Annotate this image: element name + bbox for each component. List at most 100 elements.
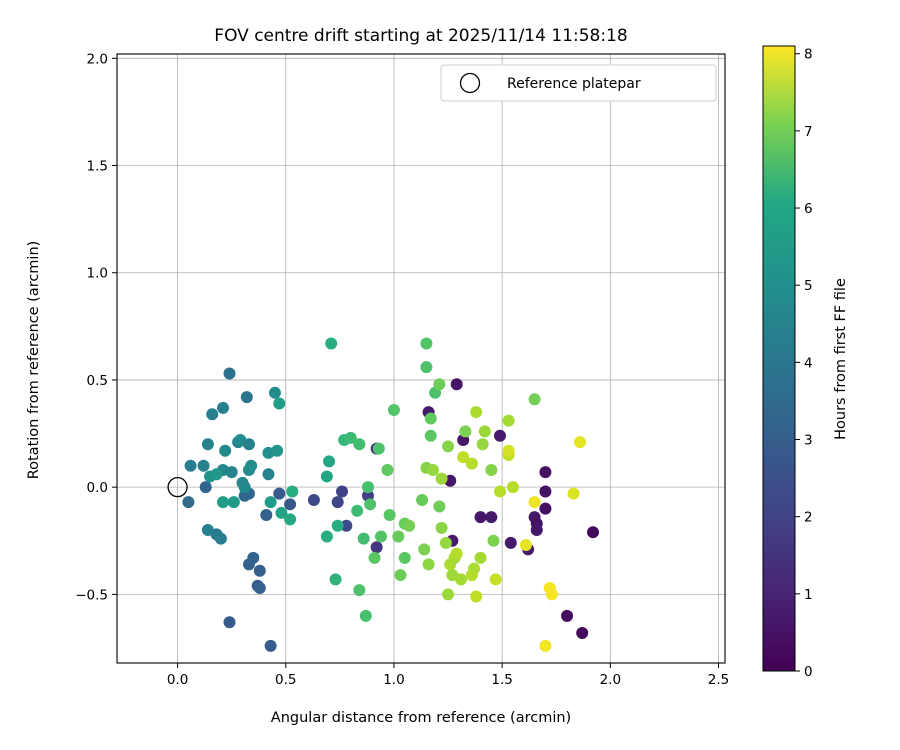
data-point bbox=[561, 609, 574, 622]
legend-box bbox=[440, 64, 717, 102]
data-point bbox=[487, 534, 500, 547]
data-point bbox=[468, 562, 481, 575]
data-point bbox=[271, 444, 284, 457]
data-point bbox=[284, 498, 297, 511]
reference-platepar-marker bbox=[167, 477, 188, 498]
data-point bbox=[223, 616, 236, 629]
data-point bbox=[199, 481, 212, 494]
data-point bbox=[331, 519, 344, 532]
data-point bbox=[264, 496, 277, 509]
data-point bbox=[372, 442, 385, 455]
y-tick-label: 1.0 bbox=[87, 266, 108, 282]
data-point bbox=[587, 526, 600, 539]
y-tick-label: 0.5 bbox=[87, 373, 108, 389]
data-point bbox=[217, 496, 230, 509]
data-point bbox=[286, 485, 299, 498]
data-point bbox=[329, 573, 342, 586]
data-point bbox=[336, 485, 349, 498]
data-point bbox=[422, 558, 435, 571]
colorbar-tick-label: 3 bbox=[804, 433, 813, 449]
data-point bbox=[206, 408, 219, 421]
data-point bbox=[353, 438, 366, 451]
data-point bbox=[331, 496, 344, 509]
colorbar-ticks: 0 1 2 3 4 5 6 7 8 bbox=[795, 47, 813, 680]
x-tick-label: 0.0 bbox=[167, 672, 188, 688]
data-point bbox=[245, 459, 258, 472]
colorbar-label: Hours from first FF file bbox=[833, 278, 849, 440]
data-point bbox=[210, 468, 223, 481]
data-point bbox=[476, 438, 489, 451]
data-point bbox=[217, 401, 230, 414]
y-axis-ticks: −0.5 0.0 0.5 1.0 1.5 2.0 bbox=[75, 51, 117, 603]
data-point bbox=[450, 378, 463, 391]
data-point bbox=[225, 466, 238, 479]
data-point bbox=[353, 584, 366, 597]
data-point bbox=[442, 440, 455, 453]
data-point bbox=[238, 489, 251, 502]
data-point bbox=[253, 581, 266, 594]
data-point bbox=[539, 639, 552, 652]
data-point bbox=[478, 425, 491, 438]
data-point bbox=[307, 494, 320, 507]
data-point bbox=[284, 513, 297, 526]
data-point bbox=[442, 588, 455, 601]
data-point bbox=[424, 412, 437, 425]
data-point bbox=[530, 524, 543, 537]
colorbar-tick-label: 6 bbox=[804, 201, 813, 217]
data-point bbox=[219, 444, 232, 457]
chart-title: FOV centre drift starting at 2025/11/14 … bbox=[214, 26, 627, 46]
data-point bbox=[320, 470, 333, 483]
data-point bbox=[344, 431, 357, 444]
data-point bbox=[433, 500, 446, 513]
y-tick-label: 0.0 bbox=[87, 480, 108, 496]
data-point bbox=[489, 573, 502, 586]
colorbar-tick-label: 7 bbox=[804, 124, 813, 140]
colorbar-tick-label: 5 bbox=[804, 278, 813, 294]
data-point bbox=[242, 438, 255, 451]
x-tick-label: 2.0 bbox=[600, 672, 621, 688]
y-axis-label: Rotation from reference (arcmin) bbox=[26, 241, 42, 480]
data-point bbox=[392, 530, 405, 543]
data-point bbox=[275, 506, 288, 519]
data-point bbox=[227, 496, 240, 509]
data-point bbox=[214, 532, 227, 545]
data-point bbox=[576, 626, 589, 639]
grid bbox=[117, 54, 725, 663]
data-point bbox=[420, 361, 433, 374]
plot-frame bbox=[116, 53, 726, 664]
data-point bbox=[470, 590, 483, 603]
data-point bbox=[182, 496, 195, 509]
data-point bbox=[370, 541, 383, 554]
data-point bbox=[197, 459, 210, 472]
data-point bbox=[506, 481, 519, 494]
data-point bbox=[323, 455, 336, 468]
data-point bbox=[465, 457, 478, 470]
data-point bbox=[236, 476, 249, 489]
data-point bbox=[403, 519, 416, 532]
legend-reference-marker bbox=[459, 72, 481, 94]
data-point bbox=[502, 444, 515, 457]
data-point bbox=[539, 502, 552, 515]
data-point bbox=[273, 397, 286, 410]
data-points bbox=[182, 337, 600, 652]
data-point bbox=[474, 551, 487, 564]
data-point bbox=[433, 378, 446, 391]
data-point bbox=[485, 511, 498, 524]
data-point bbox=[457, 451, 470, 464]
data-point bbox=[439, 536, 452, 549]
data-point bbox=[359, 609, 372, 622]
colorbar-tick-label: 2 bbox=[804, 510, 813, 526]
data-point bbox=[264, 639, 277, 652]
data-point bbox=[351, 504, 364, 517]
data-point bbox=[450, 547, 463, 560]
data-point bbox=[470, 406, 483, 419]
data-point bbox=[502, 414, 515, 427]
data-point bbox=[418, 543, 431, 556]
data-point bbox=[374, 530, 387, 543]
data-point bbox=[528, 393, 541, 406]
x-axis-ticks: 0.0 0.5 1.0 1.5 2.0 2.5 bbox=[167, 663, 729, 688]
data-point bbox=[394, 569, 407, 582]
colorbar bbox=[762, 45, 796, 672]
data-point bbox=[493, 429, 506, 442]
